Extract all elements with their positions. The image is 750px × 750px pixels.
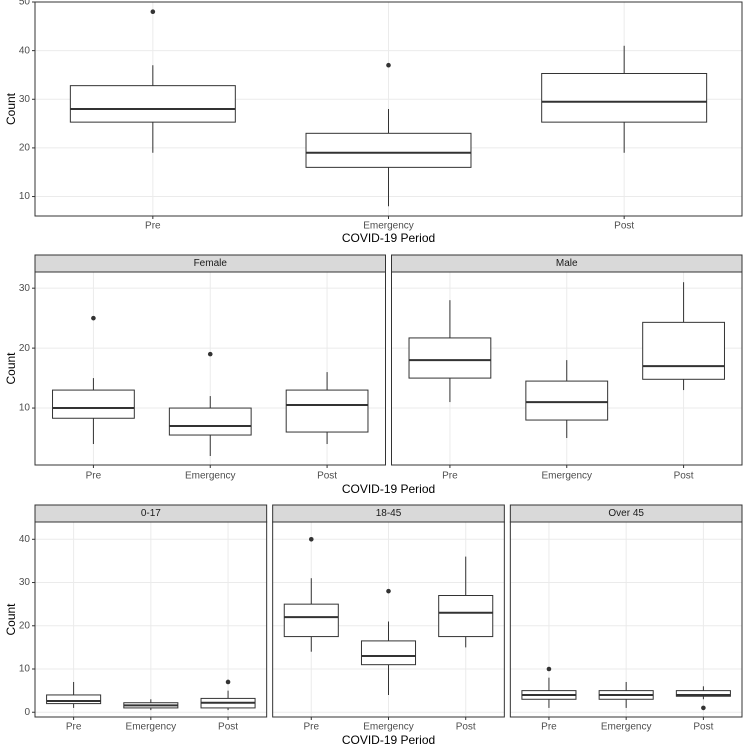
x-tick-label: Post [674, 471, 694, 482]
y-tick-label: 50 [19, 0, 31, 8]
box [305, 132, 472, 168]
y-tick-label: 20 [19, 620, 31, 631]
panel-border [509, 521, 743, 718]
y-tick-label: 30 [19, 283, 31, 294]
box [168, 407, 252, 436]
facet-label: 0-17 [141, 508, 161, 519]
box [69, 85, 236, 123]
box [642, 321, 725, 380]
y-axis-label: Count [4, 92, 18, 125]
outlier [150, 9, 156, 15]
y-tick-label: 10 [19, 664, 31, 675]
facet-label: Female [194, 258, 228, 269]
outlier [207, 351, 213, 357]
x-tick-label: Emergency [601, 722, 652, 733]
y-tick-label: 20 [19, 343, 31, 354]
x-axis-label: COVID-19 Period [342, 231, 435, 245]
outlier [701, 705, 706, 711]
x-axis-label: COVID-19 Period [342, 733, 435, 747]
x-tick-label: Emergency [541, 471, 592, 482]
facet-label: Male [556, 258, 578, 269]
x-tick-label: Emergency [185, 471, 236, 482]
outlier [546, 666, 552, 672]
facet-label: 18-45 [376, 508, 402, 519]
y-tick-label: 40 [19, 45, 31, 56]
panel-border [34, 271, 386, 466]
y-axis-label: Count [4, 603, 18, 636]
box [46, 694, 102, 705]
box [283, 603, 339, 638]
panel-border [34, 1, 743, 217]
box [408, 337, 492, 379]
x-axis-label: COVID-19 Period [342, 482, 435, 496]
box [360, 640, 417, 666]
x-tick-label: Pre [145, 221, 161, 232]
y-tick-label: 10 [19, 191, 31, 202]
x-tick-label: Pre [303, 722, 319, 733]
y-axis-label: Count [4, 352, 18, 385]
x-tick-label: Pre [66, 722, 82, 733]
panel-border [391, 271, 743, 466]
y-tick-label: 10 [19, 403, 31, 414]
x-tick-label: Post [456, 722, 476, 733]
y-tick-label: 0 [24, 707, 30, 718]
y-tick-label: 20 [19, 143, 31, 154]
box [675, 690, 731, 697]
facet-label: Over 45 [608, 508, 644, 519]
x-tick-label: Pre [442, 471, 458, 482]
box [52, 389, 135, 419]
x-tick-label: Pre [541, 722, 557, 733]
x-tick-label: Post [614, 221, 634, 232]
x-tick-label: Post [218, 722, 238, 733]
outlier [386, 588, 391, 594]
outlier [225, 679, 231, 685]
x-tick-label: Emergency [126, 722, 177, 733]
outlier [386, 62, 391, 68]
box [541, 72, 708, 123]
x-tick-label: Post [693, 722, 713, 733]
panel-border [34, 521, 268, 718]
y-tick-label: 30 [19, 94, 31, 105]
y-tick-label: 40 [19, 534, 31, 545]
panel-border [272, 521, 505, 718]
x-tick-label: Emergency [363, 722, 414, 733]
x-tick-label: Post [317, 471, 337, 482]
box [525, 380, 609, 421]
box [285, 389, 369, 433]
outlier [91, 315, 96, 321]
box [438, 595, 494, 638]
y-tick-label: 30 [19, 577, 31, 588]
x-tick-label: Pre [86, 471, 102, 482]
outlier [308, 536, 314, 542]
x-tick-label: Emergency [363, 221, 414, 232]
